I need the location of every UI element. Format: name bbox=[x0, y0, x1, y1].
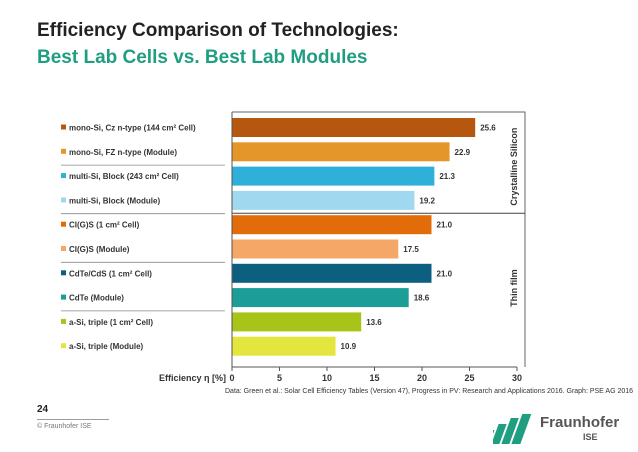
group-label: Thin film bbox=[509, 269, 519, 307]
x-tick-label: 20 bbox=[417, 373, 427, 383]
value-label: 13.6 bbox=[366, 318, 382, 327]
copyright-text: © Fraunhofer ISE bbox=[37, 423, 92, 430]
logo-wordmark: Fraunhofer bbox=[540, 414, 620, 431]
category-marker bbox=[61, 197, 66, 203]
category-marker bbox=[61, 270, 66, 276]
x-tick-label: 10 bbox=[322, 373, 332, 383]
logo-subtext: ISE bbox=[583, 432, 598, 442]
value-label: 21.0 bbox=[437, 269, 453, 278]
category-marker bbox=[61, 294, 66, 300]
bar bbox=[232, 142, 450, 162]
value-label: 19.2 bbox=[419, 196, 435, 205]
category-label: CdTe (Module) bbox=[69, 294, 124, 303]
x-tick-label: 15 bbox=[369, 373, 379, 383]
slide-title: Efficiency Comparison of Technologies: bbox=[37, 20, 399, 41]
category-label: mono-Si, FZ n-type (Module) bbox=[69, 148, 177, 157]
category-label: CI(G)S (1 cm² Cell) bbox=[69, 221, 140, 230]
bar bbox=[232, 118, 476, 137]
category-label: CI(G)S (Module) bbox=[69, 245, 130, 254]
category-marker bbox=[61, 318, 66, 324]
value-label: 21.0 bbox=[437, 221, 453, 230]
bar bbox=[232, 263, 432, 283]
value-label: 18.6 bbox=[414, 294, 430, 303]
group-label: Crystalline Silicon bbox=[509, 128, 519, 206]
value-label: 10.9 bbox=[341, 342, 357, 351]
category-marker bbox=[61, 246, 66, 251]
x-tick-label: 30 bbox=[512, 373, 522, 383]
bar bbox=[232, 215, 432, 235]
category-marker bbox=[61, 124, 66, 130]
category-marker bbox=[61, 343, 66, 349]
page-number: 24 bbox=[37, 404, 49, 415]
x-axis-title: Efficiency η [%] bbox=[159, 373, 226, 383]
x-tick-label: 5 bbox=[277, 373, 282, 383]
category-marker bbox=[61, 148, 66, 154]
chart-frame bbox=[232, 111, 526, 367]
bar bbox=[232, 166, 435, 186]
category-label: CdTe/CdS (1 cm² Cell) bbox=[69, 269, 152, 278]
footer-divider bbox=[37, 419, 109, 420]
category-label: a-Si, triple (1 cm² Cell) bbox=[69, 318, 153, 327]
category-marker bbox=[61, 173, 66, 179]
category-label: a-Si, triple (Module) bbox=[69, 342, 144, 351]
slide-subtitle: Best Lab Cells vs. Best Lab Modules bbox=[37, 47, 368, 68]
category-label: multi-Si, Block (243 cm² Cell) bbox=[69, 172, 179, 181]
bar bbox=[232, 288, 409, 308]
bar bbox=[232, 312, 362, 332]
value-label: 21.3 bbox=[439, 172, 455, 181]
bar bbox=[232, 239, 399, 259]
category-label: mono-Si, Cz n-type (144 cm² Cell) bbox=[69, 124, 196, 133]
value-label: 17.5 bbox=[403, 245, 419, 254]
value-label: 25.6 bbox=[480, 124, 496, 133]
x-tick-label: 0 bbox=[229, 373, 234, 383]
category-marker bbox=[61, 221, 66, 227]
category-label: multi-Si, Block (Module) bbox=[69, 196, 160, 205]
bar bbox=[232, 190, 415, 210]
x-tick-label: 25 bbox=[464, 373, 474, 383]
bar bbox=[232, 336, 336, 356]
fraunhofer-logo-icon bbox=[493, 414, 532, 444]
value-label: 22.9 bbox=[455, 148, 471, 157]
data-source-note: Data: Green et al.: Solar Cell Efficienc… bbox=[225, 388, 634, 395]
